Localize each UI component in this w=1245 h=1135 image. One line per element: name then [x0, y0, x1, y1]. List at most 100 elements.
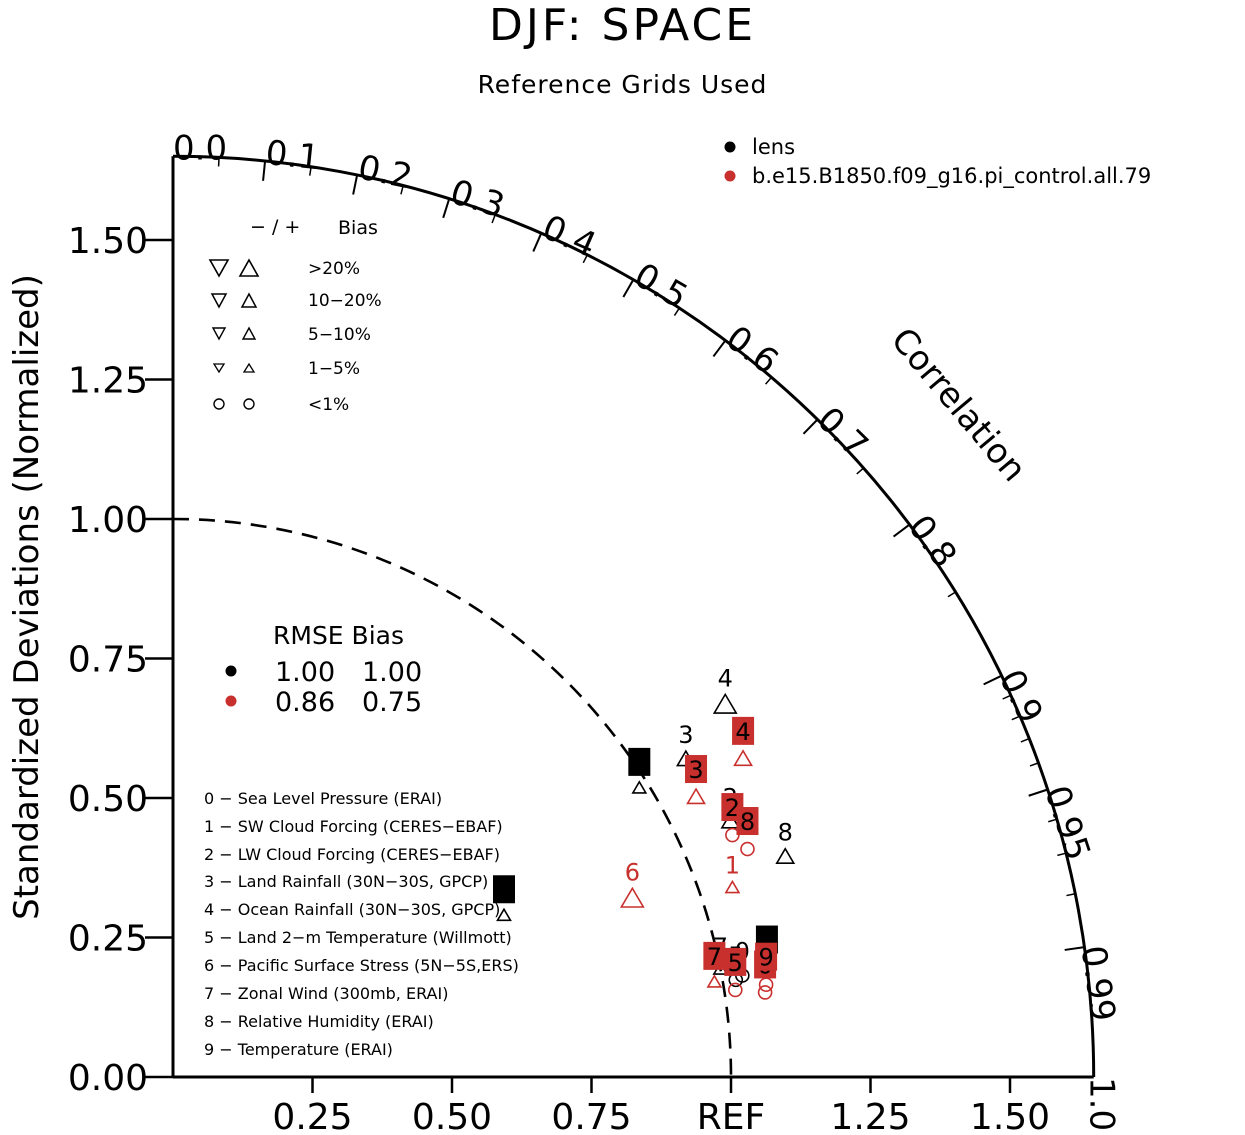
correlation-tick-label: 0.8 [900, 508, 964, 575]
correlation-minor-tick [582, 254, 588, 264]
bias-triangle-marker [712, 692, 738, 714]
correlation-tick-label: 0.0 [173, 128, 227, 168]
point-id-box [628, 747, 651, 776]
bias-key-title: Bias [338, 217, 378, 239]
bias-circle-marker [757, 985, 773, 1000]
circle-icon [213, 398, 225, 410]
variable-key-item: 3 − Land Rainfall (30N−30S, GPCP) [204, 872, 488, 891]
y-tick-label: 1.25 [68, 361, 148, 402]
point-id-box [755, 942, 778, 971]
bias-circle-marker [725, 827, 740, 843]
point-id-label: 5 [728, 949, 743, 977]
correlation-minor-tick [1002, 694, 1012, 700]
point-id-label: 8 [778, 819, 793, 847]
correlation-tick [1028, 788, 1048, 797]
bias-circle-marker [758, 977, 774, 992]
x-tick-label: 0.75 [551, 1097, 631, 1135]
correlation-tick [802, 418, 819, 435]
point-id-label: 6 [496, 876, 511, 904]
correlation-minor-tick [765, 376, 773, 385]
correlation-tick [352, 174, 359, 195]
correlation-tick-label: 0.7 [809, 399, 876, 465]
correlation-minor-tick [309, 166, 312, 176]
variable-key: 0 − Sea Level Pressure (ERAI) 1 − SW Clo… [204, 789, 519, 1059]
point-id-label: 6 [625, 858, 640, 886]
point-id-label: 7 [707, 943, 722, 971]
rmse-row-dot [225, 665, 237, 677]
correlation-tick-label: 1.0 [1082, 1077, 1122, 1131]
legend-dot-lens [724, 141, 736, 153]
variable-key-item: 8 − Relative Humidity (ERAI) [204, 1012, 434, 1031]
correlation-minor-tick [1048, 818, 1058, 823]
point-id-label: 4 [735, 718, 750, 746]
point-id-label: 1 [632, 749, 647, 777]
variable-key-item: 9 − Temperature (ERAI) [204, 1040, 393, 1059]
correlation-tick-label: 0.99 [1073, 943, 1123, 1024]
bias-triangle-marker [706, 974, 723, 988]
point-id-label: 1 [725, 851, 740, 879]
correlation-minor-tick [856, 467, 865, 475]
y-tick-label: 0.75 [68, 640, 148, 681]
rmse-table: RMSE Bias 1.00 1.00 0.86 0.75 [225, 621, 422, 718]
point-id-label: 4 [718, 664, 733, 692]
bias-key-signs: − / + [250, 216, 300, 238]
rmse-value: 1.00 [275, 657, 335, 688]
correlation-minor-tick [673, 307, 681, 316]
correlation-arc [172, 154, 1096, 1078]
bias-key: − / + Bias >20% 10−20% 5−10% 1−5% <1% [208, 216, 382, 415]
bias-triangle-marker [619, 886, 645, 908]
bias-value: 0.75 [362, 687, 422, 718]
bias-circle-marker [727, 982, 743, 998]
correlation-tick [983, 674, 1003, 686]
point-id-box [732, 716, 755, 745]
correlation-minor-tick [947, 591, 956, 598]
x-tick-label: 1.50 [970, 1097, 1050, 1135]
correlation-axis-label: Correlation [883, 320, 1034, 489]
rmse-table-header: RMSE Bias [273, 621, 404, 650]
point-id-label: 2 [725, 794, 740, 822]
variable-key-item: 6 − Pacific Surface Stress (5N−5S,ERS) [204, 956, 519, 975]
circle-icon [243, 398, 255, 410]
correlation-tick [892, 523, 911, 538]
variable-key-item: 2 − LW Cloud Forcing (CERES−EBAF) [204, 845, 500, 864]
case-legend: lens b.e15.B1850.f09_g16.pi_control.all.… [724, 135, 1151, 189]
correlation-tick [622, 279, 635, 298]
legend-dot-control [724, 170, 736, 182]
down-triangle-icon [212, 363, 226, 374]
bias-triangle-marker [496, 907, 512, 922]
bias-triangle-marker [686, 787, 706, 805]
point-id-label: 3 [678, 721, 693, 749]
point-id-label: 9 [758, 944, 773, 972]
bias-triangle-marker [724, 879, 741, 894]
correlation-tick [442, 198, 451, 219]
down-triangle-icon [208, 259, 230, 278]
up-triangle-icon [241, 326, 257, 340]
point-id-box [492, 875, 515, 904]
bias-circle-marker [740, 841, 755, 857]
y-tick-label: 0.00 [68, 1058, 148, 1099]
up-triangle-icon [240, 292, 258, 308]
correlation-tick-label: 0.95 [1036, 781, 1098, 865]
bias-value: 1.00 [362, 657, 422, 688]
bias-key-label: <1% [308, 395, 349, 415]
correlation-minor-tick [1020, 737, 1030, 743]
x-tick-label: 1.25 [830, 1097, 910, 1135]
correlation-tick-label: 0.1 [264, 133, 322, 178]
correlation-tick [262, 160, 267, 181]
x-tick-label: 0.50 [412, 1097, 492, 1135]
correlation-minor-tick [491, 214, 496, 224]
rmse-row-dot [225, 695, 237, 707]
y-tick-label: 0.50 [68, 779, 148, 820]
correlation-minor-tick [1029, 762, 1039, 767]
bias-key-label: 1−5% [308, 359, 360, 379]
up-triangle-icon [242, 362, 256, 373]
bias-triangle-marker [631, 780, 648, 794]
rmse-value: 0.86 [275, 687, 335, 718]
down-triangle-icon [210, 293, 228, 309]
y-tick-label: 1.50 [68, 221, 148, 262]
ticks-layer: 0.000.250.500.751.001.251.500.25 0.50 0.75… [68, 128, 1123, 1135]
correlation-minor-tick [400, 185, 404, 195]
chart-subtitle: Reference Grids Used [477, 70, 768, 99]
point-id-box [685, 755, 708, 784]
